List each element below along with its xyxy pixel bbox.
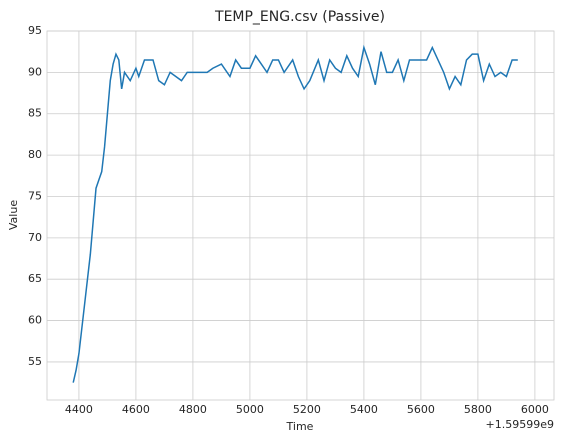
x-tick-label: 4600 [122, 403, 150, 416]
x-tick-label: 4400 [65, 403, 93, 416]
x-tick-label: 5600 [407, 403, 435, 416]
y-tick-label: 55 [28, 355, 42, 368]
y-tick-label: 90 [28, 65, 42, 78]
y-tick-label: 75 [28, 189, 42, 202]
x-tick-label: 5200 [293, 403, 321, 416]
y-tick-label: 60 [28, 314, 42, 327]
x-tick-label: 5800 [464, 403, 492, 416]
chart-title: TEMP_ENG.csv (Passive) [214, 9, 385, 25]
x-tick-label: 4800 [179, 403, 207, 416]
data-line [72, 44, 518, 383]
x-axis-label: Time [286, 420, 314, 433]
y-tick-label: 95 [28, 24, 42, 37]
y-tick-label: 85 [28, 107, 42, 120]
x-tick-label: 5400 [350, 403, 378, 416]
x-tick-label: 6000 [521, 403, 549, 416]
y-axis-label: Value [7, 200, 20, 230]
y-tick-label: 65 [28, 272, 42, 285]
y-tick-label: 70 [28, 231, 42, 244]
x-tick-label: 5000 [236, 403, 264, 416]
x-offset-label: +1.59599e9 [486, 418, 554, 431]
y-tick-label: 80 [28, 148, 42, 161]
plot-frame [46, 30, 555, 401]
